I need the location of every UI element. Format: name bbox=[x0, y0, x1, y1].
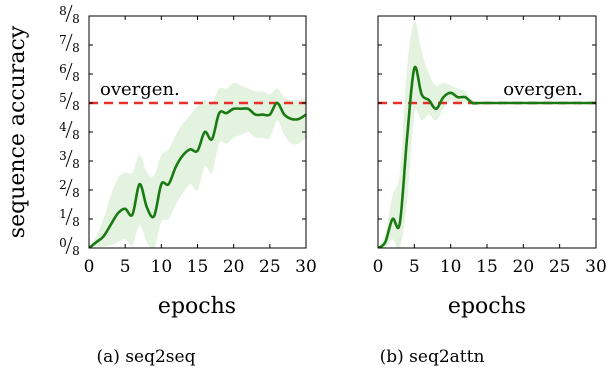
y-tick-label: 18 bbox=[59, 207, 80, 229]
y-tick-numerator: 7 bbox=[59, 33, 67, 47]
x-tick-label: 0 bbox=[373, 257, 384, 277]
y-tick-denominator: 8 bbox=[72, 128, 80, 142]
y-tick-numerator: 4 bbox=[59, 120, 67, 134]
y-tick-slash bbox=[65, 207, 73, 226]
y-tick-label: 78 bbox=[59, 33, 80, 55]
x-tick-label: 15 bbox=[187, 257, 209, 277]
x-tick-label: 10 bbox=[151, 257, 173, 277]
variance-band bbox=[89, 82, 306, 248]
x-tick-label: 10 bbox=[440, 257, 462, 277]
y-tick-numerator: 3 bbox=[59, 149, 67, 163]
y-tick-slash bbox=[65, 62, 73, 81]
x-tick-label: 15 bbox=[476, 257, 498, 277]
y-tick-slash bbox=[65, 236, 73, 255]
y-tick-denominator: 8 bbox=[72, 12, 80, 26]
y-tick-label: 68 bbox=[59, 62, 80, 84]
x-tick-label: 0 bbox=[84, 257, 95, 277]
caption-seq2seq: (a) seq2seq bbox=[97, 347, 196, 367]
y-tick-denominator: 8 bbox=[72, 70, 80, 84]
x-tick-label: 30 bbox=[295, 257, 317, 277]
x-tick-label: 20 bbox=[223, 257, 245, 277]
y-tick-numerator: 2 bbox=[59, 178, 67, 192]
variance-band bbox=[378, 21, 596, 248]
y-tick-numerator: 5 bbox=[59, 91, 67, 105]
x-tick-label: 5 bbox=[120, 257, 131, 277]
y-tick-label: 88 bbox=[59, 4, 80, 26]
y-tick-slash bbox=[65, 178, 73, 197]
y-tick-label: 48 bbox=[59, 120, 80, 142]
y-tick-denominator: 8 bbox=[72, 244, 80, 258]
y-tick-denominator: 8 bbox=[72, 157, 80, 171]
caption-seq2attn: (b) seq2attn bbox=[380, 347, 485, 367]
x-tick-label: 5 bbox=[409, 257, 420, 277]
x-tick-label: 30 bbox=[585, 257, 607, 277]
y-tick-numerator: 8 bbox=[59, 4, 67, 18]
y-tick-label: 08 bbox=[59, 236, 80, 258]
accuracy-series-line bbox=[378, 65, 596, 248]
y-tick-denominator: 8 bbox=[72, 99, 80, 113]
y-tick-slash bbox=[65, 4, 73, 23]
y-tick-slash bbox=[65, 149, 73, 168]
accuracy-series-line bbox=[89, 101, 306, 248]
x-tick-label: 20 bbox=[513, 257, 535, 277]
y-tick-numerator: 6 bbox=[59, 62, 67, 76]
overgen-label: overgen. bbox=[100, 79, 180, 100]
y-tick-label: 38 bbox=[59, 149, 80, 171]
x-tick-label: 25 bbox=[549, 257, 571, 277]
y-tick-numerator: 1 bbox=[59, 207, 67, 221]
y-tick-slash bbox=[65, 120, 73, 139]
y-tick-denominator: 8 bbox=[72, 215, 80, 229]
x-axis-label: epochs bbox=[448, 294, 526, 319]
y-axis-label: sequence accuracy bbox=[5, 25, 30, 238]
y-tick-label: 58 bbox=[59, 91, 80, 113]
x-tick-label: 25 bbox=[259, 257, 281, 277]
y-tick-denominator: 8 bbox=[72, 41, 80, 55]
x-axis-label: epochs bbox=[158, 294, 236, 319]
y-tick-slash bbox=[65, 91, 73, 110]
y-tick-slash bbox=[65, 33, 73, 52]
y-tick-denominator: 8 bbox=[72, 186, 80, 200]
y-tick-label: 28 bbox=[59, 178, 80, 200]
panel-seq2attn: 0 5 10 15 20 25 30 overgen. epochs (b) seq2att… bbox=[373, 15, 607, 367]
y-tick-numerator: 0 bbox=[59, 236, 67, 250]
overgen-label: overgen. bbox=[503, 79, 583, 100]
